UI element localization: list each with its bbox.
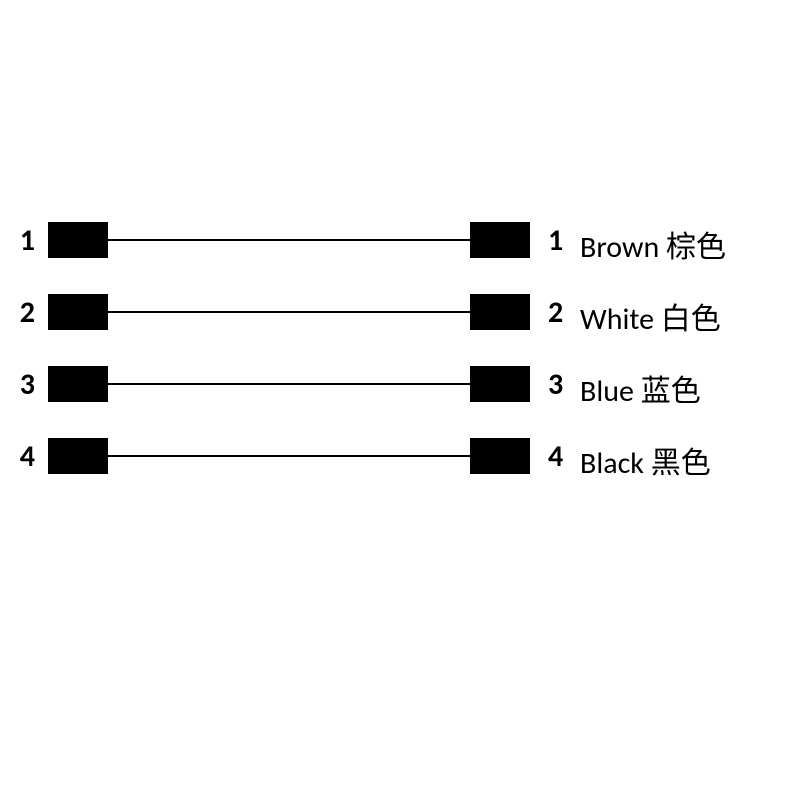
terminal-block-left [48, 366, 108, 402]
wire-row: 4 4 Black 黑色 [0, 436, 800, 476]
wire-row: 3 3 Blue 蓝色 [0, 364, 800, 404]
pin-right-number: 2 [548, 294, 563, 331]
wire-color-label: White 白色 [580, 294, 721, 338]
wire-row: 1 1 Brown 棕色 [0, 220, 800, 260]
pin-right-number: 4 [548, 438, 563, 475]
wire-line [108, 455, 470, 457]
wire-line [108, 239, 470, 241]
pin-left-number: 4 [15, 438, 35, 475]
wire-color-cn: 黑色 [651, 445, 711, 482]
terminal-block-left [48, 222, 108, 258]
terminal-block-left [48, 438, 108, 474]
wire-color-en: Blue [580, 373, 634, 410]
terminal-block-right [470, 222, 530, 258]
wire-color-label: Blue 蓝色 [580, 366, 701, 410]
wire-color-cn: 白色 [661, 301, 721, 338]
wire-color-en: Brown [580, 229, 659, 266]
wire-line [108, 383, 470, 385]
pin-right-number: 1 [548, 222, 563, 259]
wire-color-label: Brown 棕色 [580, 222, 726, 266]
terminal-block-right [470, 294, 530, 330]
wire-color-cn: 棕色 [666, 229, 726, 266]
wire-color-label: Black 黑色 [580, 438, 711, 482]
wire-color-en: Black [580, 445, 644, 482]
wire-row: 2 2 White 白色 [0, 292, 800, 332]
terminal-block-right [470, 366, 530, 402]
terminal-block-left [48, 294, 108, 330]
pin-left-number: 2 [15, 294, 35, 331]
terminal-block-right [470, 438, 530, 474]
pin-left-number: 3 [15, 366, 35, 403]
wire-color-cn: 蓝色 [641, 373, 701, 410]
wiring-diagram: 1 1 Brown 棕色 2 2 White 白色 3 3 Blue 蓝色 [0, 0, 800, 800]
wire-line [108, 311, 470, 313]
pin-left-number: 1 [15, 222, 35, 259]
wire-color-en: White [580, 301, 654, 338]
pin-right-number: 3 [548, 366, 563, 403]
